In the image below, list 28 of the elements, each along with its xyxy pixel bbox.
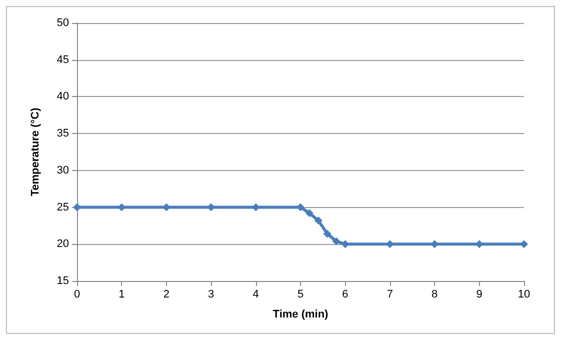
x-axis-title: Time (min) [272, 308, 329, 320]
x-tick-label: 6 [342, 288, 348, 300]
x-tick-label: 3 [208, 288, 214, 300]
x-tick-label: 8 [432, 288, 438, 300]
x-tick-label: 10 [518, 288, 530, 300]
point [296, 203, 304, 212]
y-tick-label: 40 [56, 90, 69, 103]
y-tick-label: 30 [56, 164, 69, 176]
x-tick-label: 9 [476, 288, 482, 300]
x-tick-label: 2 [163, 288, 170, 300]
y-tick-label: 50 [56, 17, 69, 29]
x-tick-label: 0 [74, 288, 80, 300]
y-tick-label: 20 [56, 238, 69, 250]
x-tick-label: 1 [118, 288, 125, 300]
point [323, 230, 332, 238]
point [73, 203, 81, 212]
point [332, 237, 340, 246]
y-tick-label: 15 [56, 275, 69, 287]
y-axis-title: Temperature (°C) [30, 107, 42, 196]
y-tick-label: 45 [56, 54, 69, 66]
point [305, 209, 314, 218]
y-tick-label: 25 [56, 201, 69, 214]
x-tick-label: 4 [252, 288, 259, 300]
x-tick-label: 5 [297, 288, 304, 300]
y-tick-label: 35 [56, 128, 69, 140]
point [314, 216, 322, 225]
point [520, 240, 528, 248]
x-tick-label: 7 [386, 288, 393, 300]
